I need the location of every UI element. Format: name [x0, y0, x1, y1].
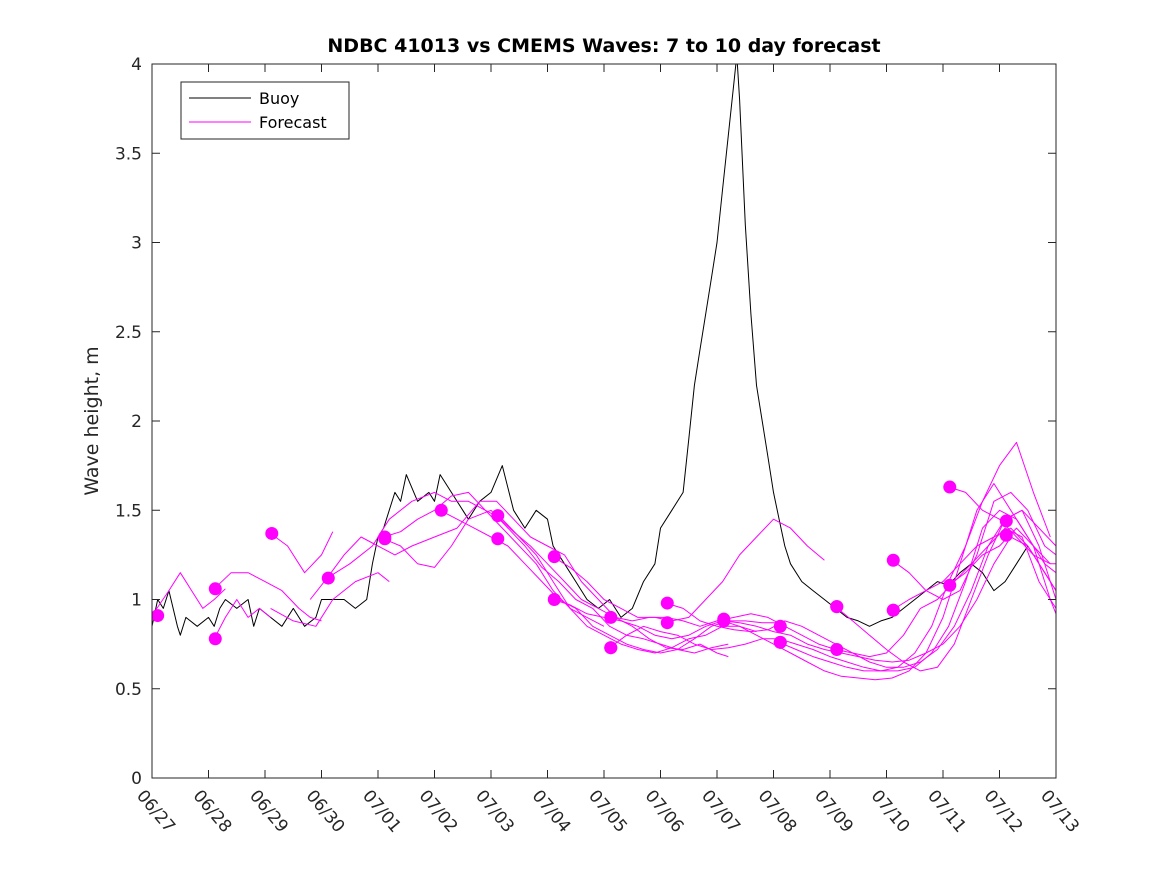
series-line-buoy [152, 64, 1029, 636]
series-line-forecast [326, 500, 729, 658]
forecast-marker [717, 614, 731, 628]
forecast-marker [208, 582, 222, 596]
forecast-marker [547, 550, 561, 564]
series-line-forecast [552, 536, 1056, 663]
forecast-marker [660, 596, 674, 610]
legend-box [180, 81, 350, 140]
forecast-marker [152, 609, 165, 623]
forecast-marker [830, 642, 844, 656]
series-line-forecast [665, 509, 1056, 668]
forecast-marker [660, 616, 674, 630]
legend-entry-forecast: Forecast [259, 113, 327, 132]
series-line-forecast [270, 572, 390, 627]
series-line-forecast [891, 491, 1056, 600]
y-tick-label: 3.5 [115, 144, 142, 164]
forecast-marker [604, 610, 618, 624]
forecast-marker [943, 578, 957, 592]
ticks [151, 63, 1057, 779]
series-line-forecast [152, 572, 226, 616]
plot-area [152, 64, 1056, 681]
legend: Buoy Forecast [180, 81, 350, 140]
series-line-forecast [835, 509, 1056, 672]
forecast-marker [886, 553, 900, 567]
series-line-forecast [552, 518, 825, 622]
forecast-marker [773, 619, 787, 633]
y-axis-label: Wave height, m [81, 346, 103, 495]
series-line-forecast [778, 441, 1051, 672]
forecast-marker [378, 530, 392, 544]
y-tick-label: 2 [131, 412, 142, 432]
series-line-forecast [213, 599, 271, 640]
forecast-marker [943, 480, 957, 494]
y-tick-label: 1.5 [115, 501, 142, 521]
legend-entry-buoy: Buoy [259, 89, 299, 108]
series-line-forecast [948, 486, 1056, 565]
series-line-forecast [383, 509, 729, 654]
forecast-marker [208, 632, 222, 646]
y-tick-label: 3 [131, 234, 142, 254]
forecast-marker [321, 571, 335, 585]
forecast-marker [999, 514, 1013, 528]
forecast-marker [773, 635, 787, 649]
forecast-marker [434, 503, 448, 517]
y-tick-label: 4 [131, 55, 142, 75]
series-line-forecast [383, 491, 757, 654]
forecast-marker [491, 532, 505, 546]
forecast-marker [886, 603, 900, 617]
y-tick-label: 2.5 [115, 323, 142, 343]
forecast-marker [830, 600, 844, 614]
forecast-marker [604, 641, 618, 655]
forecast-marker [999, 528, 1013, 542]
series-line-forecast [213, 572, 322, 622]
y-tick-label: 1 [131, 591, 142, 611]
forecast-marker [265, 526, 279, 540]
chart-title: NDBC 41013 vs CMEMS Waves: 7 to 10 day f… [327, 35, 880, 57]
y-tick-label: 0.5 [115, 680, 142, 700]
series-line-forecast [270, 531, 334, 574]
y-tick-label: 0 [131, 769, 142, 789]
forecast-marker [491, 509, 505, 523]
forecast-marker [547, 593, 561, 606]
